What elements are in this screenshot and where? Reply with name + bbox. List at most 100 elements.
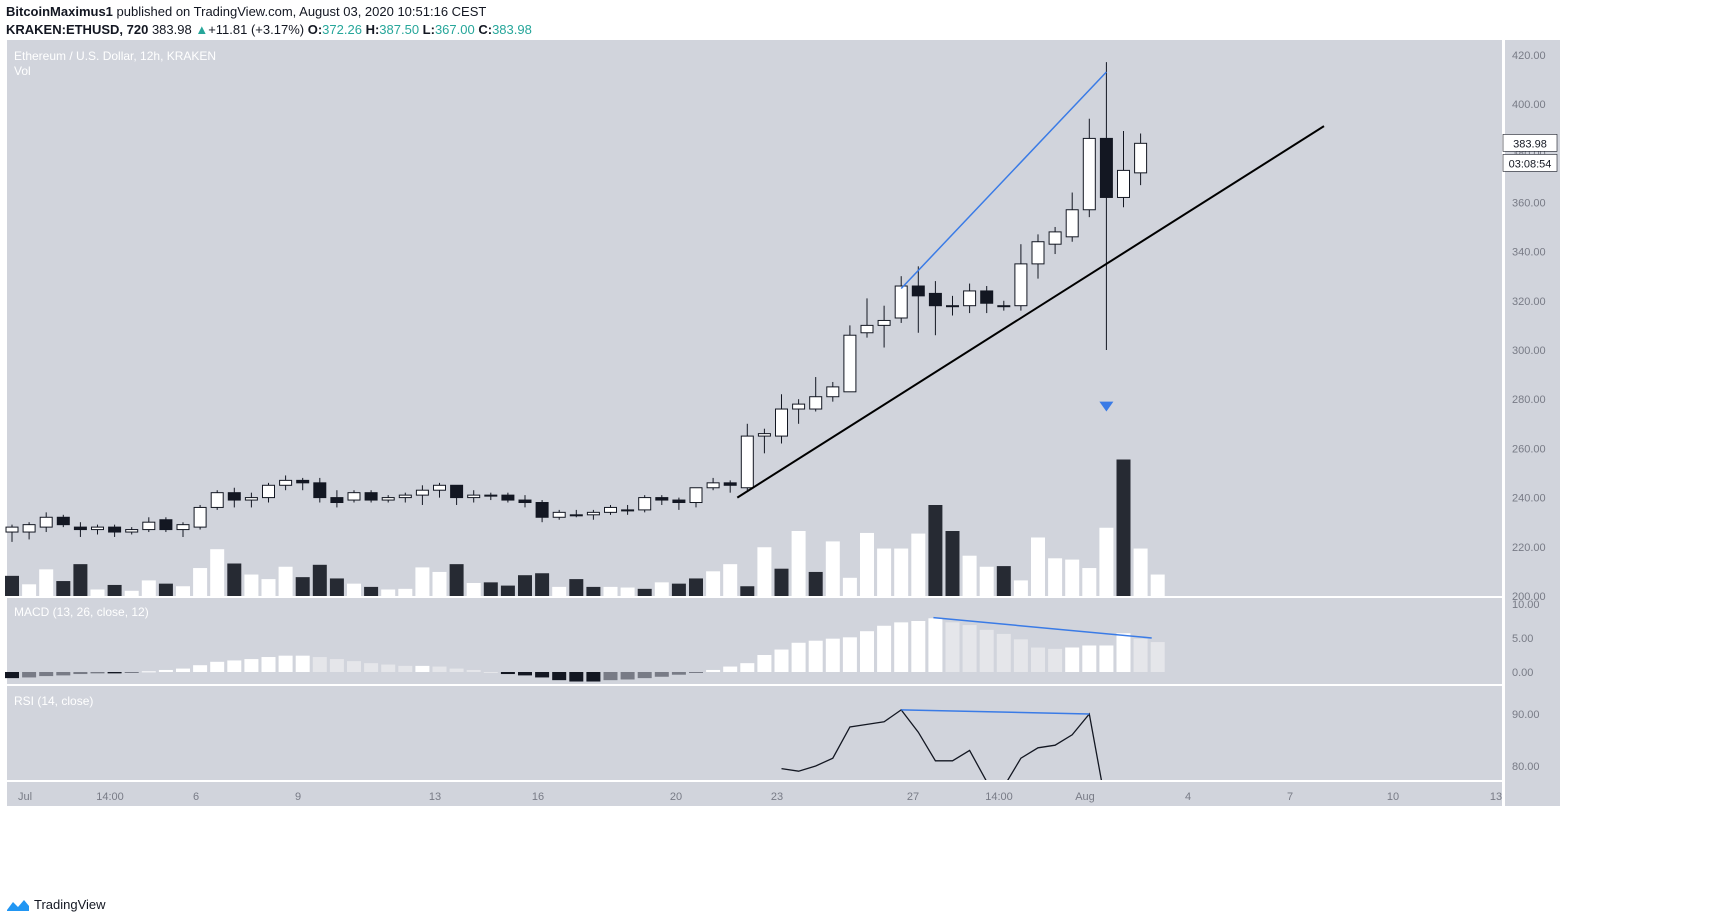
macd-histogram-bar xyxy=(227,660,242,672)
volume-label: Vol xyxy=(14,64,31,78)
candle-body xyxy=(1048,231,1062,245)
time-tick-label: Aug xyxy=(1075,791,1095,803)
volume-bar xyxy=(449,564,464,596)
macd-histogram-bar xyxy=(500,672,515,675)
up-arrow-icon: ▲ xyxy=(195,22,209,37)
volume-bar xyxy=(842,577,857,596)
candle-body xyxy=(775,408,788,437)
macd-histogram-bar xyxy=(535,672,550,678)
macd-histogram-bar xyxy=(860,631,874,672)
candle-body xyxy=(5,526,19,533)
macd-histogram-bar xyxy=(620,672,635,680)
volume-bar xyxy=(415,567,430,596)
time-tick-label: 10 xyxy=(1387,791,1399,803)
candle-body xyxy=(946,305,959,308)
volume-bar xyxy=(654,582,669,596)
macd-histogram-bar xyxy=(518,672,532,676)
candle-body xyxy=(330,497,344,504)
footer: TradingView xyxy=(6,897,106,912)
macd-histogram-bar xyxy=(278,655,293,672)
close-value: 383.98 xyxy=(492,22,532,37)
macd-histogram-bar xyxy=(894,622,909,672)
chart-title: Ethereum / U.S. Dollar, 12h, KRAKEN xyxy=(14,49,216,63)
macd-histogram-bar xyxy=(996,633,1011,672)
volume-bar xyxy=(1031,537,1045,596)
macd-histogram-bar xyxy=(364,663,379,672)
candle-body xyxy=(638,497,652,511)
price-pane-bg xyxy=(7,40,1502,596)
time-tick-label: 4 xyxy=(1185,791,1191,803)
volume-bar xyxy=(381,589,396,596)
low-label: L: xyxy=(422,22,435,37)
time-tick-label: 7 xyxy=(1287,791,1293,803)
volume-bar xyxy=(56,581,71,596)
candle-body xyxy=(535,502,549,518)
macd-histogram-bar xyxy=(1133,638,1148,672)
volume-bar xyxy=(176,586,190,596)
price-tick-label: 240.00 xyxy=(1512,493,1546,505)
candle-body xyxy=(980,290,994,304)
macd-histogram-bar xyxy=(1031,647,1045,672)
candle-body xyxy=(193,506,207,528)
volume-bar xyxy=(518,575,532,596)
tradingview-logo-icon xyxy=(7,899,29,911)
volume-bar xyxy=(312,564,327,596)
volume-bar xyxy=(1048,558,1063,596)
volume-bar xyxy=(227,563,242,596)
candle-body xyxy=(809,396,823,410)
macd-histogram-bar xyxy=(689,672,703,673)
volume-bar xyxy=(689,578,703,596)
macd-histogram-bar xyxy=(825,638,840,672)
macd-histogram-bar xyxy=(774,649,789,672)
candle-body xyxy=(1014,263,1028,307)
candle-body xyxy=(1099,137,1113,198)
volume-bar xyxy=(158,583,173,596)
volume-bar xyxy=(398,588,413,596)
macd-histogram-bar xyxy=(124,672,139,673)
candle-body xyxy=(655,497,669,501)
volume-bar xyxy=(295,577,310,596)
candle-body xyxy=(415,489,429,496)
candle-body xyxy=(997,305,1011,308)
candle-body xyxy=(792,403,806,410)
candle-body xyxy=(843,334,857,393)
price-tick-label: 360.00 xyxy=(1512,197,1546,209)
macd-histogram-bar xyxy=(347,661,361,672)
macd-histogram-bar xyxy=(979,629,994,672)
candle-body xyxy=(621,509,635,512)
header-line-1: BitcoinMaximus1 published on TradingView… xyxy=(6,4,486,19)
candle-body xyxy=(586,511,600,516)
volume-bar xyxy=(107,584,122,596)
volume-bar xyxy=(774,568,789,596)
candle-body xyxy=(757,433,771,437)
macd-tick-label: 10.00 xyxy=(1512,599,1540,611)
candle-body xyxy=(176,524,190,531)
price-tick-label: 300.00 xyxy=(1512,345,1546,357)
candle-body xyxy=(484,494,498,497)
candle-body xyxy=(108,526,122,533)
volume-bar xyxy=(911,533,926,596)
volume-bar xyxy=(569,579,584,596)
candle-body xyxy=(142,521,156,531)
volume-bar xyxy=(637,588,652,596)
candle-body xyxy=(518,499,532,504)
candle-body xyxy=(501,494,515,501)
volume-bar xyxy=(73,564,88,596)
candle-body xyxy=(262,484,275,499)
sell-marker-icon xyxy=(1099,401,1114,412)
footer-brand[interactable]: TradingView xyxy=(34,897,106,912)
author-name[interactable]: BitcoinMaximus1 xyxy=(6,4,113,19)
volume-bar xyxy=(124,590,139,596)
macd-histogram-bar xyxy=(210,661,225,672)
macd-histogram-bar xyxy=(569,672,584,682)
open-label: O: xyxy=(307,22,323,37)
candle-body xyxy=(398,494,412,499)
macd-histogram-bar xyxy=(1013,639,1028,672)
macd-histogram-bar xyxy=(176,668,190,672)
macd-histogram-bar xyxy=(107,672,122,674)
candle-body xyxy=(860,324,874,334)
countdown-box xyxy=(1502,154,1558,172)
candle-body xyxy=(826,386,840,398)
volume-bar xyxy=(1065,559,1080,596)
